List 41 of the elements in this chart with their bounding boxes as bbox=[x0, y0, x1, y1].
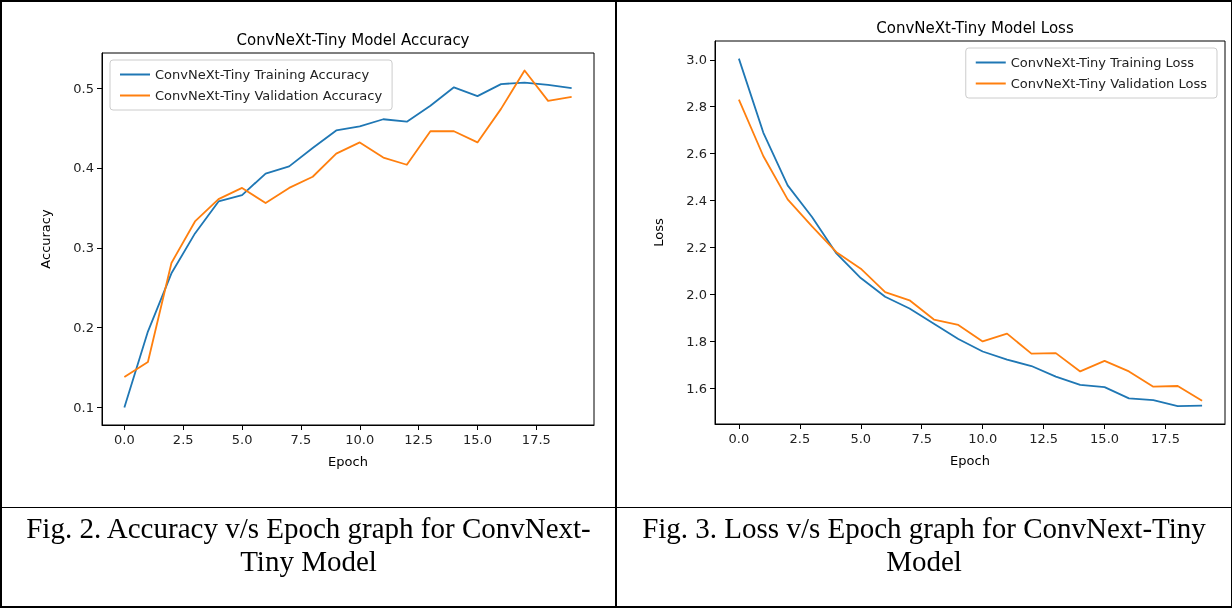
x-tick-label: 7.5 bbox=[290, 432, 312, 447]
legend-label: ConvNeXt-Tiny Training Loss bbox=[1010, 55, 1195, 70]
x-tick-label: 0.0 bbox=[728, 431, 750, 446]
x-tick-label: 7.5 bbox=[911, 431, 933, 446]
chart-title: ConvNeXt-Tiny Model Accuracy bbox=[236, 30, 470, 49]
legend-label: ConvNeXt-Tiny Validation Accuracy bbox=[155, 88, 383, 103]
x-axis-title: Epoch bbox=[950, 453, 990, 468]
y-tick-label: 0.2 bbox=[73, 320, 94, 336]
x-tick-label: 5.0 bbox=[850, 431, 872, 446]
y-tick-label: 2.4 bbox=[686, 193, 707, 209]
y-tick-label: 2.6 bbox=[686, 146, 707, 162]
legend-label: ConvNeXt-Tiny Validation Loss bbox=[1010, 76, 1208, 91]
y-tick-label: 0.3 bbox=[73, 240, 94, 256]
y-tick-label: 2.2 bbox=[686, 240, 707, 256]
y-tick-label: 0.1 bbox=[73, 399, 94, 415]
caption: Fig. 2. Accuracy v/s Epoch graph for ConvNext-Tiny Model bbox=[25, 512, 592, 578]
x-tick-label: 2.5 bbox=[789, 431, 811, 446]
x-tick-label: 17.5 bbox=[521, 432, 551, 447]
y-tick-label: 0.4 bbox=[73, 160, 94, 176]
caption: Fig. 3. Loss v/s Epoch graph for ConvNext-Tiny Model bbox=[641, 512, 1207, 578]
y-tick-label: 2.0 bbox=[686, 286, 707, 302]
x-tick-label: 0.0 bbox=[114, 432, 135, 447]
chart-title: ConvNeXt-Tiny Model Loss bbox=[876, 18, 1074, 37]
x-tick-label: 2.5 bbox=[172, 432, 194, 447]
x-tick-label: 12.5 bbox=[1029, 431, 1059, 446]
x-tick-label: 10.0 bbox=[968, 431, 998, 446]
y-axis-title: Accuracy bbox=[38, 209, 53, 269]
y-tick-label: 2.8 bbox=[686, 99, 707, 115]
y-tick-label: 3.0 bbox=[686, 52, 707, 68]
x-tick-label: 15.0 bbox=[1090, 431, 1120, 446]
y-tick-label: 1.8 bbox=[686, 333, 707, 349]
x-tick-label: 10.0 bbox=[345, 432, 375, 447]
y-tick-label: 0.5 bbox=[73, 80, 94, 96]
x-tick-label: 17.5 bbox=[1151, 431, 1180, 446]
legend-label: ConvNeXt-Tiny Training Accuracy bbox=[155, 67, 370, 82]
x-tick-label: 15.0 bbox=[463, 432, 492, 447]
x-tick-label: 12.5 bbox=[404, 432, 434, 447]
y-tick-label: 1.6 bbox=[686, 380, 707, 396]
x-axis-title: Epoch bbox=[328, 454, 368, 469]
y-axis-title: Loss bbox=[651, 218, 666, 247]
x-tick-label: 5.0 bbox=[231, 432, 253, 447]
